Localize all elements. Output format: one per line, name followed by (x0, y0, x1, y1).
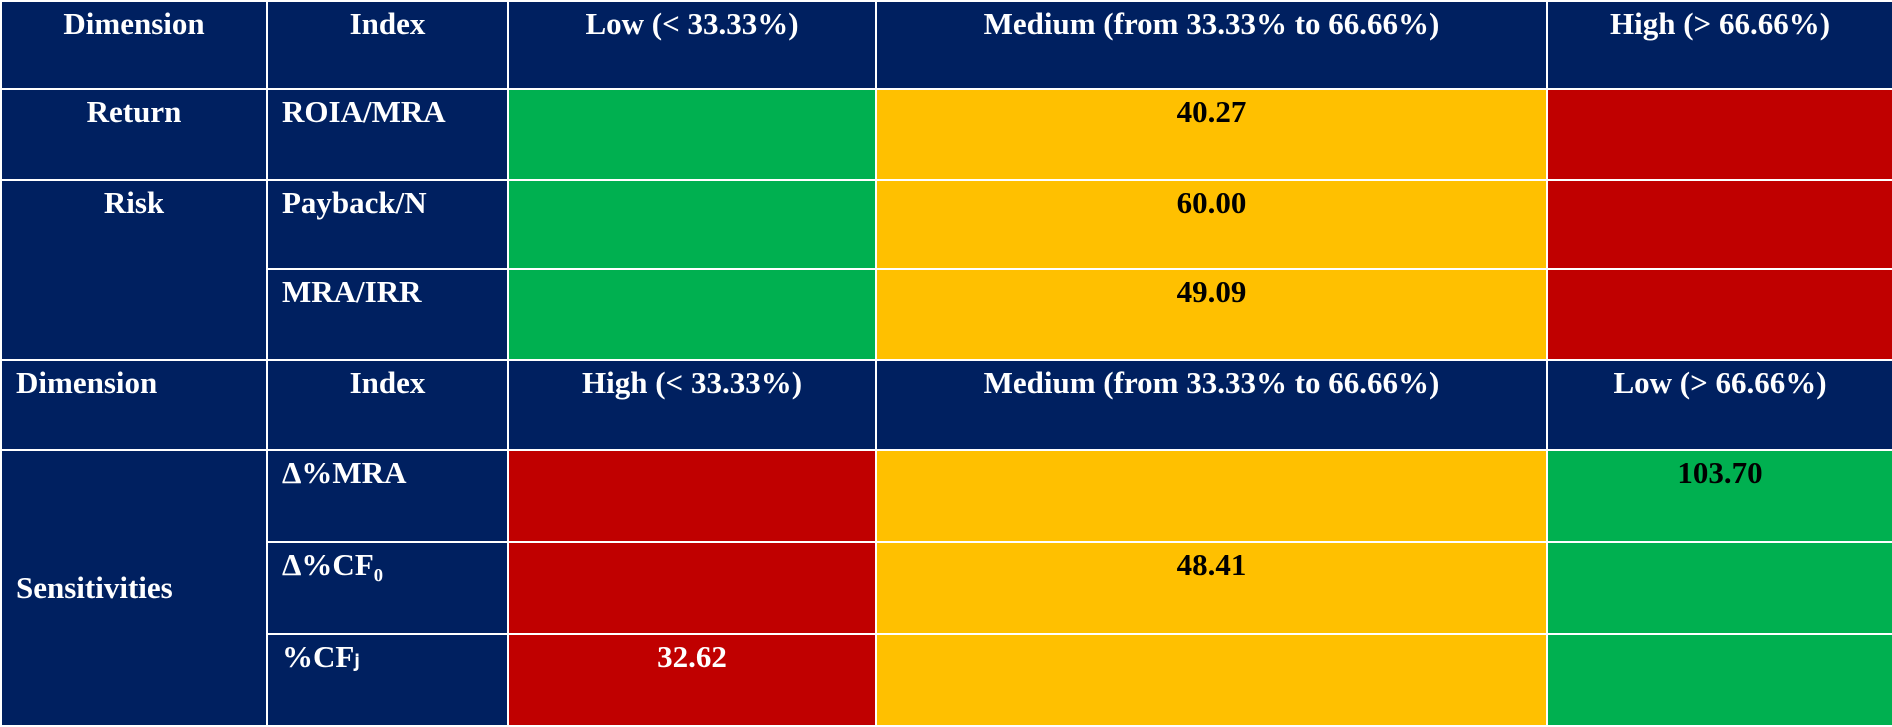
high-cell (507, 449, 877, 543)
row: Δ%CF₀ 48.41 (1, 541, 1892, 635)
header-cell: Medium (from 33.33% to 66.66%) (875, 359, 1548, 451)
high-cell (1546, 179, 1892, 270)
low-cell (507, 88, 877, 181)
index: ROIA/MRA (266, 88, 509, 181)
header-row: Dimension Index Low (< 33.33%) Medium (f… (0, 0, 1892, 90)
value: 103.70 (1546, 449, 1892, 543)
header-cell: Low (< 33.33%) (507, 0, 877, 90)
index: Payback/N (266, 179, 509, 270)
header-cell: Index (266, 359, 509, 451)
header-cell: Low (> 66.66%) (1546, 359, 1892, 451)
row: Return ROIA/MRA 40.27 (0, 88, 1892, 181)
index: MRA/IRR (266, 268, 509, 361)
high-cell (1546, 268, 1892, 361)
header-cell: High (> 66.66%) (1546, 0, 1892, 90)
medium-cell (875, 449, 1548, 543)
high-cell (1546, 88, 1892, 181)
index: %CFⱼ (266, 633, 509, 727)
value: 32.62 (507, 633, 877, 727)
row: Sensitivities Δ%MRA 103.70 (0, 449, 1892, 727)
value: 48.41 (875, 541, 1548, 635)
header-cell: Dimension (0, 0, 268, 90)
dimension: Return (0, 88, 268, 181)
row: MRA/IRR 49.09 (1, 268, 1892, 361)
index: Δ%CF₀ (266, 541, 509, 635)
low-cell (507, 179, 877, 270)
high-cell (507, 541, 877, 635)
row: %CFⱼ 32.62 (1, 633, 1892, 727)
low-cell (1546, 633, 1892, 727)
medium-cell (875, 633, 1548, 727)
row: Risk Payback/N 60.00 (0, 179, 1892, 361)
value: 60.00 (875, 179, 1548, 270)
header-cell: Medium (from 33.33% to 66.66%) (875, 0, 1548, 90)
low-cell (1546, 541, 1892, 635)
header-row: Dimension Index High (< 33.33%) Medium (… (0, 359, 1892, 451)
index: Δ%MRA (266, 449, 509, 543)
value: 49.09 (875, 268, 1548, 361)
dimension: Sensitivities (0, 449, 268, 727)
low-cell (507, 268, 877, 361)
header-cell: Index (266, 0, 509, 90)
dimension: Risk (0, 179, 268, 361)
value: 40.27 (875, 88, 1548, 181)
header-cell: Dimension (0, 359, 268, 451)
header-cell: High (< 33.33%) (507, 359, 877, 451)
